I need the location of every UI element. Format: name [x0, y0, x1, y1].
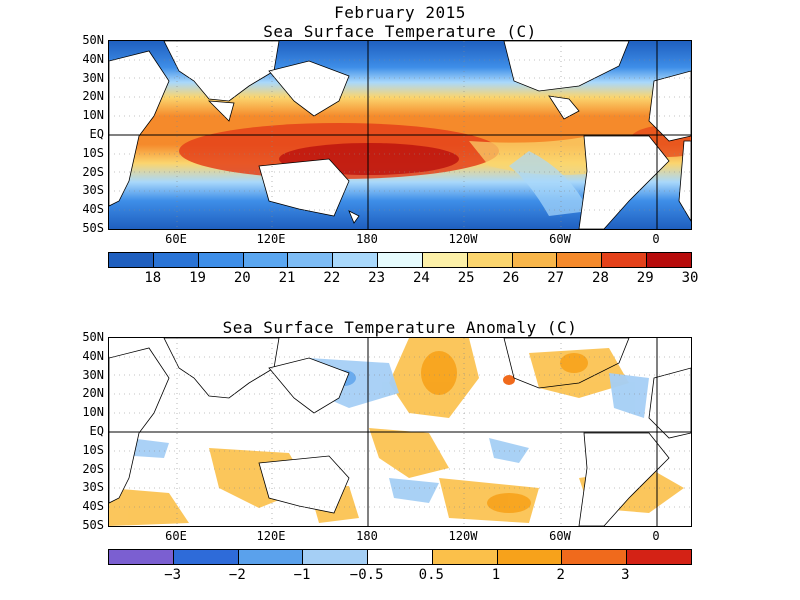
lat-label: 10N: [82, 108, 104, 123]
lat-label: 10S: [82, 442, 104, 457]
colorbar-cell: [497, 550, 563, 564]
lat-label: EQ: [89, 424, 104, 438]
sst-map: [108, 40, 692, 230]
colorbar-cell: [432, 550, 498, 564]
anomaly-map: [108, 337, 692, 527]
colorbar-label: 29: [636, 270, 654, 286]
lon-label: 120W: [448, 232, 478, 246]
colorbar-label: 21: [278, 270, 296, 286]
colorbar-label: 18: [144, 270, 162, 286]
colorbar-label: 19: [189, 270, 206, 286]
colorbar-cell: [198, 253, 244, 267]
lat-label: 30N: [82, 70, 104, 85]
colorbar-label: 22: [323, 270, 341, 286]
colorbar-cell: [422, 253, 468, 267]
lat-label: EQ: [89, 127, 104, 141]
lat-label: 30N: [82, 367, 104, 382]
lat-label: 40N: [82, 348, 104, 363]
sst-colorbar: [108, 252, 692, 268]
colorbar-cell: [557, 253, 603, 267]
colorbar-label: 25: [457, 270, 475, 286]
colorbar-label: 27: [547, 270, 565, 286]
colorbar-label: −0.5: [349, 567, 384, 583]
colorbar-label: −2: [228, 567, 246, 583]
colorbar-label: 2: [556, 567, 565, 583]
lon-label: 60E: [165, 232, 187, 246]
lon-label: 60W: [549, 232, 571, 246]
colorbar-cell: [368, 550, 433, 564]
sst-map-field: [109, 41, 691, 229]
colorbar-cell: [173, 550, 239, 564]
colorbar-label: 3: [621, 567, 630, 583]
colorbar-label: 1: [491, 567, 501, 583]
lat-label: 30S: [82, 480, 104, 495]
colorbar-cell: [627, 550, 692, 564]
lat-label: 10S: [82, 145, 104, 160]
colorbar-cell: [647, 253, 691, 267]
lon-label: 120W: [448, 529, 478, 543]
lon-label: 120E: [256, 232, 286, 246]
colorbar-cell: [378, 253, 423, 267]
colorbar-cell: [109, 550, 174, 564]
anomaly-colorbar: [108, 549, 692, 565]
lon-label: 120E: [256, 529, 286, 543]
lat-label: 20S: [82, 164, 104, 179]
colorbar-cell: [238, 550, 304, 564]
colorbar-cell: [303, 550, 369, 564]
lat-label: 50N: [82, 33, 104, 47]
lon-label: 0: [652, 232, 660, 246]
colorbar-cell: [153, 253, 199, 267]
colorbar-cell: [467, 253, 513, 267]
lat-label: 50S: [82, 518, 104, 532]
lat-label: 50N: [82, 330, 104, 344]
lat-label: 40S: [82, 202, 104, 217]
colorbar-label: 28: [592, 270, 609, 286]
lat-label: 50S: [82, 221, 104, 235]
lon-label: 60W: [549, 529, 571, 543]
lat-label: 40N: [82, 51, 104, 66]
colorbar-cell: [109, 253, 154, 267]
top-panel-title: Sea Surface Temperature (C): [263, 22, 537, 41]
lat-label: 10N: [82, 405, 104, 420]
colorbar-cell: [512, 253, 558, 267]
lat-label: 30S: [82, 183, 104, 198]
lat-label: 20N: [82, 89, 104, 104]
colorbar-cell: [602, 253, 648, 267]
lat-label: 40S: [82, 499, 104, 514]
land-masses: [109, 41, 691, 229]
colorbar-label: −3: [164, 567, 182, 583]
lat-label: 20S: [82, 461, 104, 476]
colorbar-label: 20: [233, 270, 251, 286]
colorbar-label: 24: [412, 270, 430, 286]
lon-label: 0: [652, 529, 660, 543]
anomaly-map-field: [109, 338, 691, 526]
colorbar-label: 23: [368, 270, 386, 286]
colorbar-label: 0.5: [418, 567, 444, 583]
lat-label: 20N: [82, 386, 104, 401]
colorbar-cell: [288, 253, 334, 267]
colorbar-label: 30: [681, 270, 699, 286]
bottom-panel-title: Sea Surface Temperature Anomaly (C): [222, 318, 578, 337]
colorbar-cell: [333, 253, 379, 267]
lon-label: 180: [356, 232, 378, 246]
colorbar-label: 26: [502, 270, 520, 286]
colorbar-cell: [562, 550, 628, 564]
lon-label: 180: [356, 529, 378, 543]
colorbar-cell: [243, 253, 289, 267]
main-title: February 2015: [334, 3, 466, 22]
land-masses: [109, 338, 691, 526]
lon-label: 60E: [165, 529, 187, 543]
colorbar-label: −1: [293, 567, 311, 583]
